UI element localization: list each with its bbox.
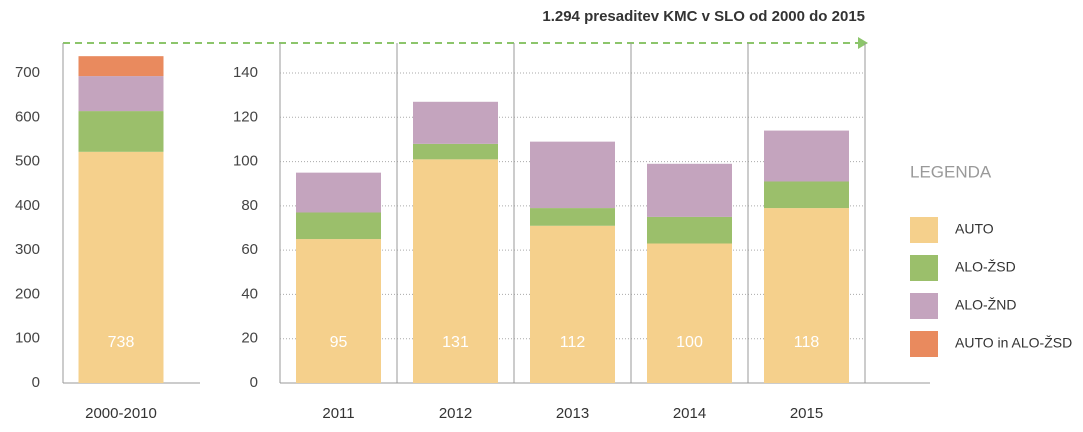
x-tick-label: 2012: [439, 405, 472, 422]
legend-swatch: [910, 255, 938, 281]
legend-label: AUTO in ALO-ŽSD: [955, 335, 1072, 351]
bar-segment: [296, 239, 381, 383]
legend-label: ALO-ŽND: [955, 297, 1016, 313]
x-tick-label: 2013: [556, 405, 589, 422]
total-label: 738: [108, 334, 135, 351]
legend-label: ALO-ŽSD: [955, 259, 1016, 275]
y-tick-label: 0: [250, 374, 258, 391]
y-tick-label: 40: [241, 285, 258, 302]
y-tick-label: 60: [241, 241, 258, 258]
bar-segment: [78, 56, 164, 77]
total-label: 100: [676, 334, 703, 351]
bar-segment: [530, 225, 615, 383]
x-tick-label: 2011: [322, 405, 354, 422]
bar-segment: [413, 101, 498, 144]
bar-segment: [647, 216, 732, 244]
y-tick-label: 140: [233, 64, 258, 81]
bar-segment: [78, 76, 164, 112]
total-label: 112: [560, 334, 586, 351]
bar-segment: [647, 163, 732, 217]
bar-segment: [530, 141, 615, 209]
x-tick-label: 2015: [790, 405, 823, 422]
y-tick-label: 120: [233, 108, 258, 125]
y-tick-label: 0: [32, 374, 40, 391]
y-tick-label: 200: [15, 285, 40, 302]
bar-segment: [764, 181, 849, 209]
y-tick-label: 100: [233, 153, 258, 170]
bar-segment: [647, 243, 732, 383]
bar-segment: [530, 208, 615, 226]
bar-segment: [296, 172, 381, 213]
bar-segment: [413, 143, 498, 160]
legend-swatch: [910, 331, 938, 357]
y-tick-label: 400: [15, 197, 40, 214]
bar-segment: [413, 159, 498, 383]
y-tick-label: 600: [15, 108, 40, 125]
y-tick-label: 80: [241, 197, 258, 214]
y-tick-label: 300: [15, 241, 40, 258]
total-label: 118: [794, 334, 820, 351]
bar-segment: [296, 212, 381, 240]
arrow-head: [858, 37, 868, 49]
y-tick-label: 500: [15, 153, 40, 170]
bar-segment: [764, 130, 849, 182]
y-tick-label: 20: [241, 330, 258, 347]
total-label: 131: [442, 334, 469, 351]
legend-swatch: [910, 217, 938, 243]
x-tick-label: 2014: [673, 405, 706, 422]
legend-title: LEGENDA: [910, 162, 992, 181]
legend-swatch: [910, 293, 938, 319]
bar-segment: [78, 151, 164, 383]
total-label: 95: [330, 334, 348, 351]
y-tick-label: 100: [15, 330, 40, 347]
bar-segment: [78, 111, 164, 152]
y-tick-label: 700: [15, 64, 40, 81]
chart-title: 1.294 presaditev KMC v SLO od 2000 do 20…: [542, 8, 865, 25]
bar-segment: [764, 208, 849, 383]
legend-label: AUTO: [955, 221, 994, 237]
x-tick-label: 2000-2010: [85, 405, 157, 422]
